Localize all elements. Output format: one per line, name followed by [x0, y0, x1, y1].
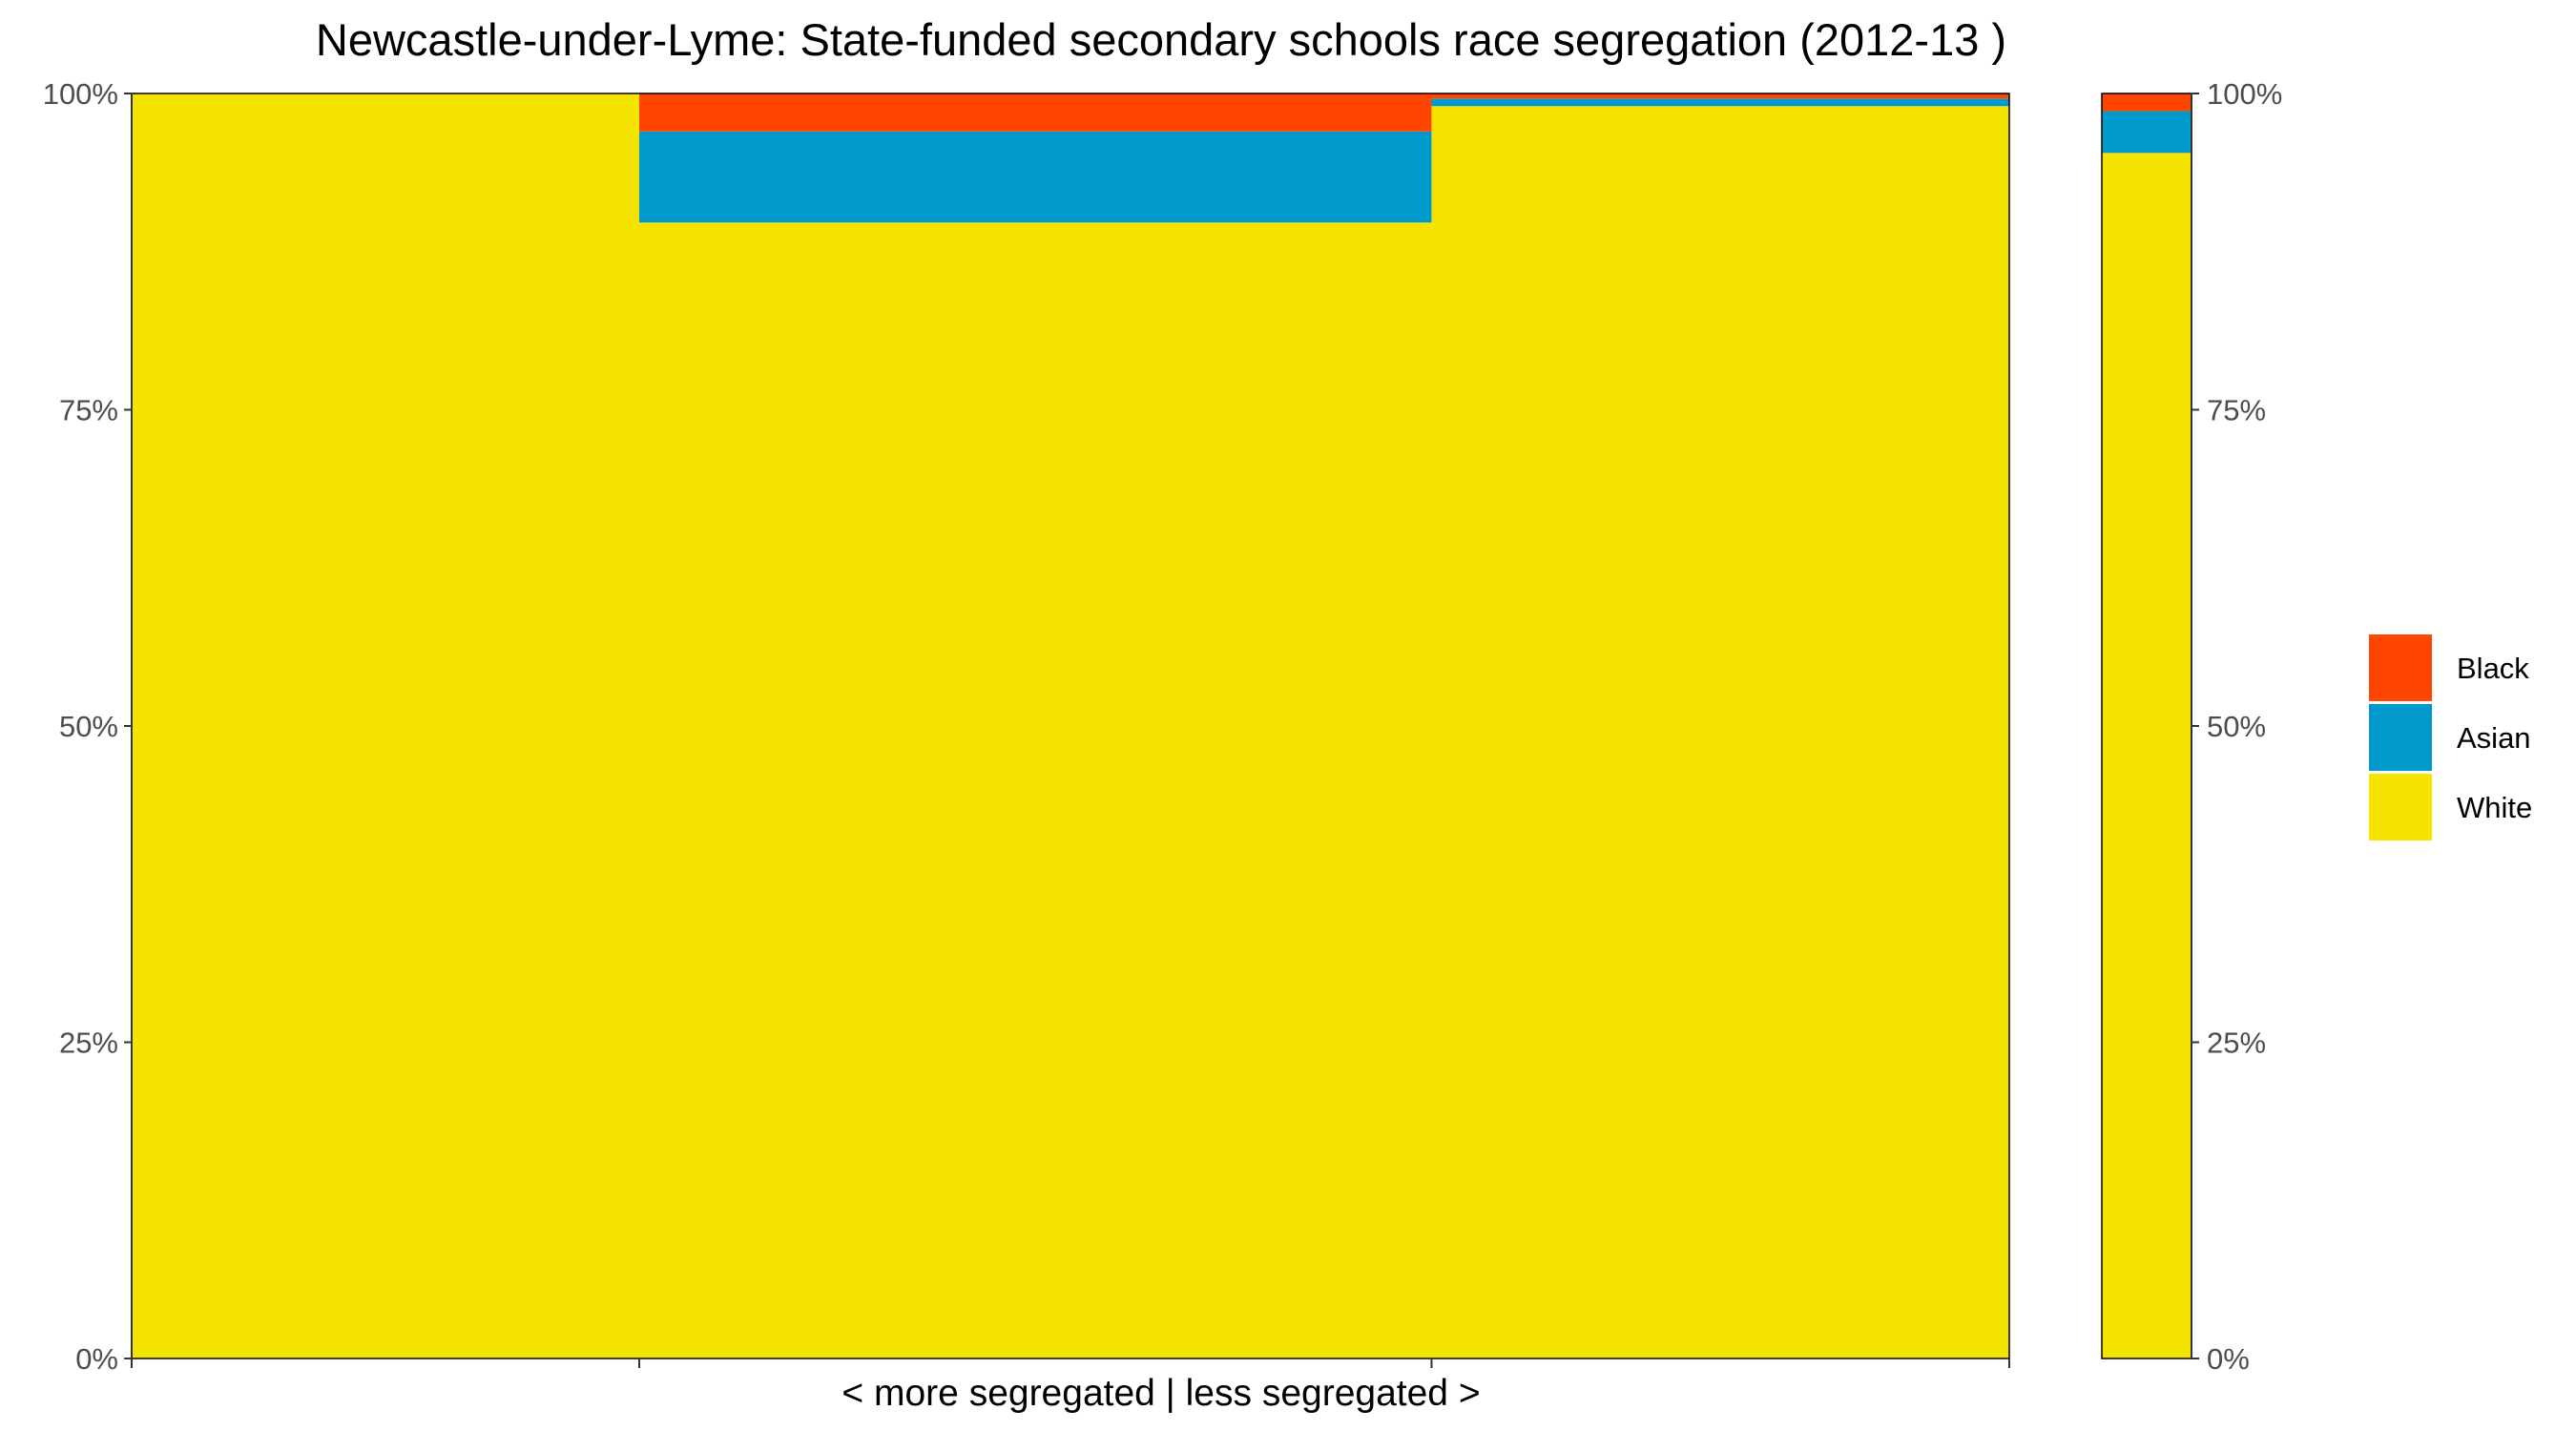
legend-swatch-white: [2369, 774, 2432, 840]
bar-segment-white-3: [1431, 106, 2009, 1358]
legend-label-black: Black: [2457, 652, 2529, 685]
x-axis-label: < more segregated | less segregated >: [841, 1373, 1480, 1414]
bar-segment-asian-overall: [2102, 111, 2192, 154]
bar-segment-black-overall: [2102, 93, 2192, 112]
chart-title: Newcastle-under-Lyme: State-funded secon…: [316, 14, 2006, 65]
legend: Black Asian White: [2369, 634, 2532, 840]
bar-segment-white-1: [132, 93, 640, 1358]
y-tick-label-left: 100%: [43, 77, 118, 111]
bar-segment-black-2: [639, 93, 1432, 132]
y-tick-label-left: 0%: [75, 1342, 118, 1376]
legend-label-asian: Asian: [2457, 721, 2531, 755]
legend-swatch-asian: [2369, 704, 2432, 771]
y-tick-label-left: 75%: [59, 394, 118, 427]
axes-layer: 0% 0% 25% 25% 50% 50% 75% 75% 100% 100%: [43, 77, 2283, 1376]
legend-label-white: White: [2457, 791, 2532, 824]
y-tick-label-right: 100%: [2207, 77, 2282, 111]
bar-segment-white-2: [639, 222, 1432, 1359]
y-tick-label-right: 0%: [2207, 1342, 2250, 1376]
bars-layer: [132, 93, 2192, 1359]
y-tick-label-right: 25%: [2207, 1027, 2266, 1060]
bar-segment-white-overall: [2102, 153, 2192, 1358]
y-tick-label-left: 50%: [59, 710, 118, 743]
bar-segment-black-3: [1431, 93, 2009, 99]
y-tick-label-right: 50%: [2207, 710, 2266, 743]
y-tick-label-right: 75%: [2207, 394, 2266, 427]
bar-segment-asian-3: [1431, 98, 2009, 107]
legend-swatch-black: [2369, 634, 2432, 701]
y-tick-label-left: 25%: [59, 1027, 118, 1060]
bar-segment-asian-2: [639, 131, 1432, 223]
